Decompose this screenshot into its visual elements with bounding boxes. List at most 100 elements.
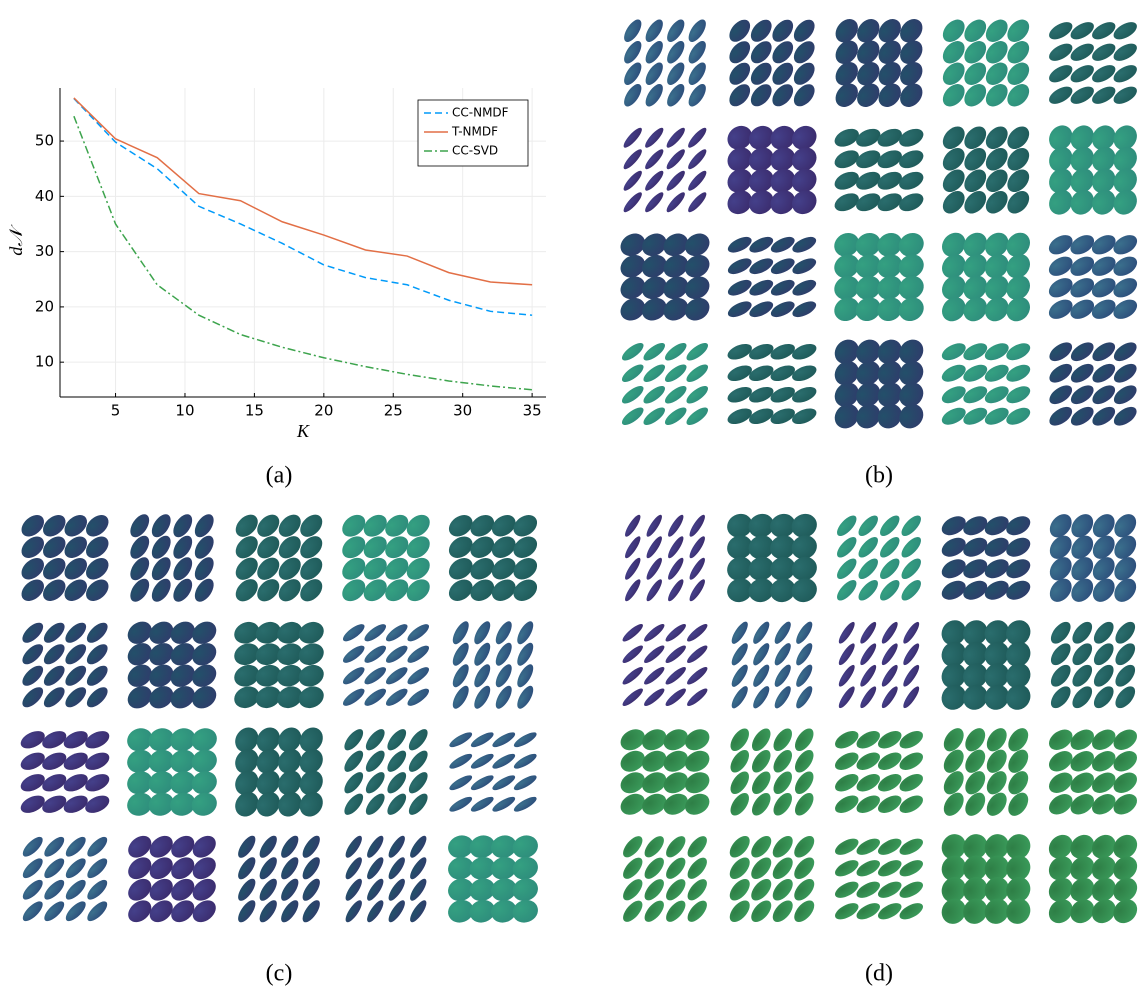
ellipsoid bbox=[148, 575, 175, 605]
ellipsoid bbox=[982, 15, 1012, 46]
ellipsoid bbox=[897, 878, 926, 901]
ellipsoid bbox=[768, 16, 797, 46]
ellipsoid-render bbox=[617, 725, 713, 819]
ellipsoid bbox=[641, 833, 667, 861]
ellipsoid bbox=[729, 641, 751, 668]
ellipsoid bbox=[274, 510, 305, 541]
ellipsoid bbox=[19, 684, 47, 711]
ellipsoid bbox=[1110, 768, 1141, 797]
ellipsoid bbox=[790, 16, 819, 46]
ellipsoid bbox=[1112, 683, 1139, 712]
y-tick-label: 50 bbox=[35, 132, 54, 150]
ellipsoid bbox=[875, 878, 904, 901]
ellipsoid bbox=[1046, 19, 1075, 43]
ellipsoid bbox=[383, 643, 410, 666]
ellipsoid bbox=[685, 38, 709, 66]
ellipsoid bbox=[1069, 661, 1096, 690]
y-tick-label: 10 bbox=[35, 353, 54, 371]
ellipsoid bbox=[169, 575, 196, 605]
ellipsoid bbox=[896, 190, 926, 215]
ellipsoid-render bbox=[231, 618, 328, 712]
ellipsoid bbox=[17, 554, 48, 584]
ellipsoid bbox=[278, 833, 302, 860]
ellipsoid bbox=[471, 619, 493, 647]
ellipsoid bbox=[896, 125, 926, 150]
ellipsoid bbox=[61, 728, 91, 752]
ellipsoid bbox=[39, 792, 69, 816]
ellipsoid bbox=[726, 277, 754, 299]
ellipsoid bbox=[686, 190, 709, 215]
ellipsoid-render bbox=[726, 832, 818, 925]
ellipsoid bbox=[1111, 83, 1140, 107]
ellipsoid-render bbox=[1045, 231, 1140, 323]
ellipsoid-render bbox=[619, 340, 710, 428]
ellipsoid bbox=[772, 619, 794, 646]
ellipsoid bbox=[832, 770, 861, 795]
ellipsoid bbox=[1068, 382, 1097, 408]
ellipsoid bbox=[82, 532, 113, 562]
ellipsoid bbox=[747, 59, 776, 89]
ellipsoid bbox=[39, 728, 69, 752]
ellipsoid bbox=[1109, 185, 1142, 219]
ellipsoid bbox=[406, 748, 431, 775]
ellipsoid bbox=[832, 727, 861, 752]
ellipsoid bbox=[768, 405, 797, 427]
ellipsoid bbox=[17, 575, 48, 605]
ellipsoid bbox=[509, 554, 541, 584]
ellipsoid bbox=[299, 833, 323, 860]
ellipsoid-render bbox=[620, 622, 709, 709]
ellipsoid bbox=[1003, 80, 1033, 111]
ellipsoid bbox=[642, 665, 667, 687]
ellipsoid bbox=[666, 556, 686, 582]
ellipsoid bbox=[790, 341, 819, 363]
ellipsoid bbox=[748, 790, 774, 819]
ellipsoid bbox=[450, 619, 472, 647]
ellipsoid bbox=[450, 662, 472, 690]
ellipsoid bbox=[126, 511, 153, 541]
ellipsoid bbox=[1089, 339, 1118, 365]
ellipsoid bbox=[39, 532, 70, 562]
ellipsoid bbox=[619, 383, 646, 407]
ellipsoid-render bbox=[725, 16, 818, 110]
ellipsoid bbox=[1110, 253, 1141, 280]
ellipsoid bbox=[405, 664, 432, 687]
ellipsoid bbox=[471, 640, 493, 668]
ellipsoid bbox=[84, 898, 110, 924]
ellipsoid bbox=[960, 187, 991, 218]
ellipsoid bbox=[18, 749, 48, 773]
ellipsoid bbox=[384, 748, 409, 775]
ellipsoid bbox=[726, 854, 754, 883]
ellipsoid bbox=[898, 534, 924, 561]
ellipsoid-render bbox=[123, 724, 220, 820]
ellipsoid bbox=[769, 897, 797, 926]
ellipsoid bbox=[960, 58, 990, 89]
ellipsoid bbox=[82, 771, 112, 795]
ellipsoid bbox=[663, 622, 688, 644]
ellipsoid bbox=[619, 404, 646, 428]
ellipsoid bbox=[664, 190, 687, 215]
ellipsoid bbox=[982, 404, 1011, 428]
ellipsoid bbox=[983, 767, 1011, 798]
ellipsoid bbox=[981, 165, 1012, 196]
ellipsoid bbox=[20, 877, 46, 903]
ellipsoid bbox=[768, 384, 797, 406]
ellipsoid bbox=[126, 554, 153, 584]
ellipsoid bbox=[960, 37, 990, 68]
ellipsoid bbox=[681, 747, 713, 776]
x-tick-label: 10 bbox=[175, 402, 194, 420]
ellipsoid bbox=[727, 790, 753, 819]
ellipsoid bbox=[148, 554, 175, 584]
ellipsoid bbox=[790, 37, 819, 67]
ellipsoid bbox=[447, 751, 474, 771]
ellipsoid bbox=[727, 725, 753, 754]
ellipsoid bbox=[961, 404, 990, 428]
ellipsoid bbox=[684, 340, 711, 364]
panel-label: (a) bbox=[266, 463, 293, 489]
x-tick-label: 20 bbox=[314, 402, 333, 420]
ellipsoid bbox=[386, 898, 408, 924]
ellipsoid bbox=[340, 643, 367, 666]
ellipsoid bbox=[41, 855, 67, 881]
ellipsoid bbox=[17, 511, 48, 541]
ellipsoid bbox=[858, 641, 879, 667]
ellipsoid bbox=[363, 769, 388, 796]
